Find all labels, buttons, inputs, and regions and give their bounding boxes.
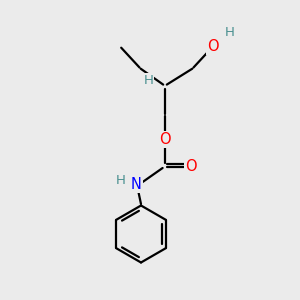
Text: O: O	[185, 159, 196, 174]
Text: H: H	[116, 174, 126, 188]
Text: H: H	[225, 26, 234, 40]
Text: N: N	[131, 177, 142, 192]
Text: O: O	[207, 39, 219, 54]
Text: O: O	[159, 132, 171, 147]
Text: H: H	[144, 74, 153, 87]
